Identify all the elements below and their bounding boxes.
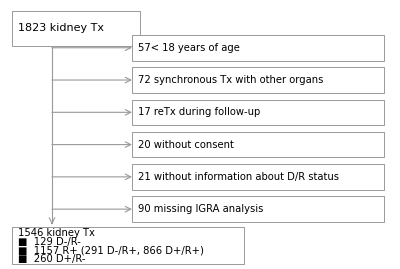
Text: 57< 18 years of age: 57< 18 years of age [138, 43, 240, 53]
Text: 20 without consent: 20 without consent [138, 140, 234, 150]
FancyBboxPatch shape [12, 227, 244, 264]
Text: ■  260 D+/R-: ■ 260 D+/R- [18, 254, 86, 264]
Text: 90 missing IGRA analysis: 90 missing IGRA analysis [138, 204, 263, 214]
FancyBboxPatch shape [132, 196, 384, 222]
FancyBboxPatch shape [12, 11, 140, 46]
FancyBboxPatch shape [132, 100, 384, 125]
FancyBboxPatch shape [132, 67, 384, 93]
FancyBboxPatch shape [132, 132, 384, 157]
Text: 21 without information about D/R status: 21 without information about D/R status [138, 172, 339, 182]
FancyBboxPatch shape [132, 164, 384, 190]
Text: 17 reTx during follow-up: 17 reTx during follow-up [138, 107, 260, 117]
Text: 1823 kidney Tx: 1823 kidney Tx [18, 23, 104, 33]
FancyBboxPatch shape [132, 35, 384, 61]
Text: 72 synchronous Tx with other organs: 72 synchronous Tx with other organs [138, 75, 323, 85]
Text: ■  1157 R+ (291 D-/R+, 866 D+/R+): ■ 1157 R+ (291 D-/R+, 866 D+/R+) [18, 245, 204, 255]
Text: 1546 kidney Tx: 1546 kidney Tx [18, 228, 95, 238]
Text: ■  129 D-/R-: ■ 129 D-/R- [18, 237, 81, 247]
